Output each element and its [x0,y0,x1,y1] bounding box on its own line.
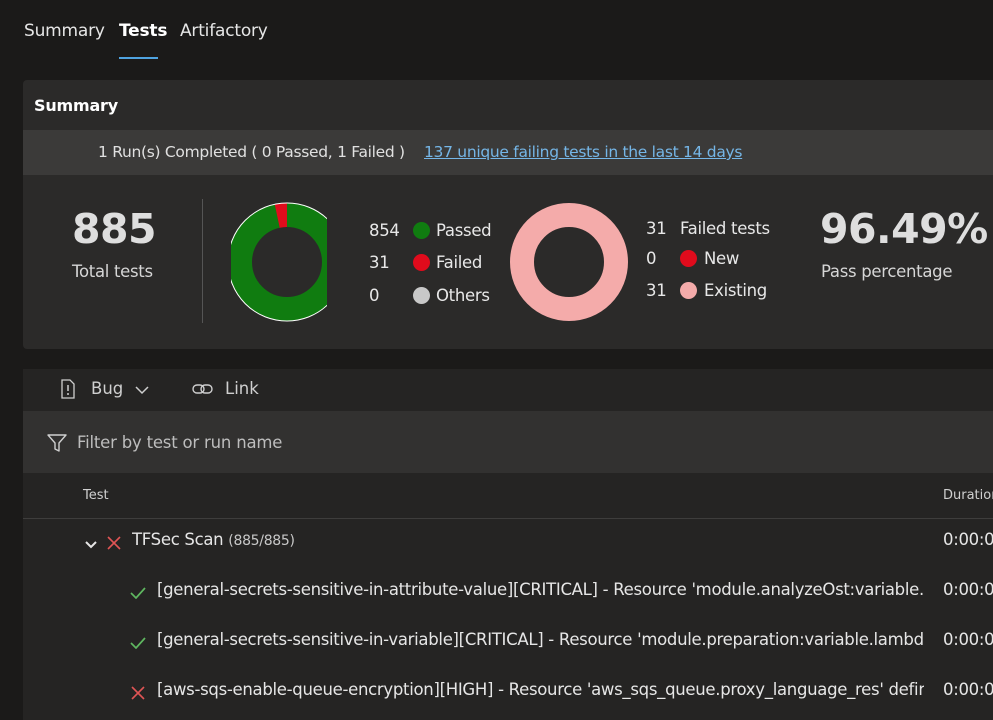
others-count: 0 [369,286,380,305]
test-duration: 0:00:00 [943,680,993,699]
failed-label: Failed [436,253,483,272]
tab-artifactory[interactable]: Artifactory [180,21,268,41]
new-dot-icon [680,250,697,267]
column-header-duration[interactable]: Duration [943,488,993,503]
others-label: Others [436,286,490,305]
failed-dot-icon [413,254,430,271]
failed-x-icon [131,686,145,700]
passed-dot-icon [413,222,430,239]
group-title: TFSec Scan [132,530,224,549]
legend-others: 0 Others [369,286,509,308]
failed-donut-chart [510,203,628,321]
results-toolbar: Bug Link [23,369,993,411]
group-count: (885/885) [228,533,295,549]
existing-count: 31 [646,281,667,300]
runs-status-bar: 1 Run(s) Completed ( 0 Passed, 1 Failed … [23,130,993,175]
table-row[interactable]: [general-secrets-sensitive-in-attribute-… [23,569,993,619]
test-results-table: Test Duration TFSec Scan (885/885) 0:00:… [23,473,993,720]
tab-tests[interactable]: Tests [119,21,168,41]
failed-x-icon [107,536,121,550]
total-tests-count: 885 [72,205,157,253]
table-row-group[interactable]: TFSec Scan (885/885) 0:00:00 [23,519,993,569]
summary-card: Summary 1 Run(s) Completed ( 0 Passed, 1… [23,80,993,349]
link-icon [192,384,213,394]
runs-completed-text: 1 Run(s) Completed ( 0 Passed, 1 Failed … [98,143,405,161]
top-tabs: Summary Tests Artifactory [0,0,993,62]
bug-icon [61,379,75,399]
table-row[interactable]: [general-secrets-sensitive-in-variable][… [23,619,993,669]
new-count: 0 [646,249,657,268]
table-row[interactable]: [aws-sqs-enable-queue-encryption][HIGH] … [23,669,993,719]
summary-header: Summary [34,96,118,115]
pass-percentage-value: 96.49% [820,205,988,253]
legend-failed-tests: 31 Failed tests [646,219,796,241]
test-name: [general-secrets-sensitive-in-variable][… [157,630,924,649]
donut-slice-passed [231,203,327,321]
total-tests-label: Total tests [72,262,153,281]
bug-label: Bug [91,379,124,398]
passed-check-icon [130,587,146,599]
failed-count: 31 [369,253,390,272]
existing-dot-icon [680,282,697,299]
column-header-test[interactable]: Test [83,488,109,503]
chevron-down-icon [135,386,149,395]
test-name: [general-secrets-sensitive-in-attribute-… [157,580,924,599]
new-label: New [704,249,740,268]
passed-count: 854 [369,221,400,240]
filter-input[interactable]: Filter by test or run name [77,433,283,452]
filter-bar[interactable]: Filter by test or run name [23,411,993,473]
test-name: [aws-sqs-enable-queue-encryption][HIGH] … [157,680,924,699]
legend-failed: 31 Failed [369,253,509,275]
failed-tests-count: 31 [646,219,667,238]
passed-check-icon [130,637,146,649]
failed-tests-label: Failed tests [680,219,770,238]
group-name: TFSec Scan (885/885) [132,530,932,549]
divider [202,199,203,323]
legend-passed: 854 Passed [369,221,509,243]
passed-label: Passed [436,221,492,240]
tab-summary[interactable]: Summary [24,21,105,41]
donut-outline [231,202,327,322]
link-label: Link [225,379,259,398]
header-divider [23,518,993,519]
outcome-donut-chart [231,202,327,322]
test-duration: 0:00:00 [943,630,993,649]
pass-percentage-label: Pass percentage [821,262,953,281]
legend-existing: 31 Existing [646,281,796,303]
existing-ring [510,203,628,321]
others-dot-icon [413,287,430,304]
test-duration: 0:00:00 [943,580,993,599]
chevron-down-icon[interactable] [85,540,97,550]
group-duration: 0:00:00 [943,530,993,549]
legend-new: 0 New [646,249,796,271]
filter-icon [47,434,67,452]
unique-failing-tests-link[interactable]: 137 unique failing tests in the last 14 … [424,143,743,161]
active-tab-indicator [119,57,158,59]
existing-label: Existing [704,281,767,300]
